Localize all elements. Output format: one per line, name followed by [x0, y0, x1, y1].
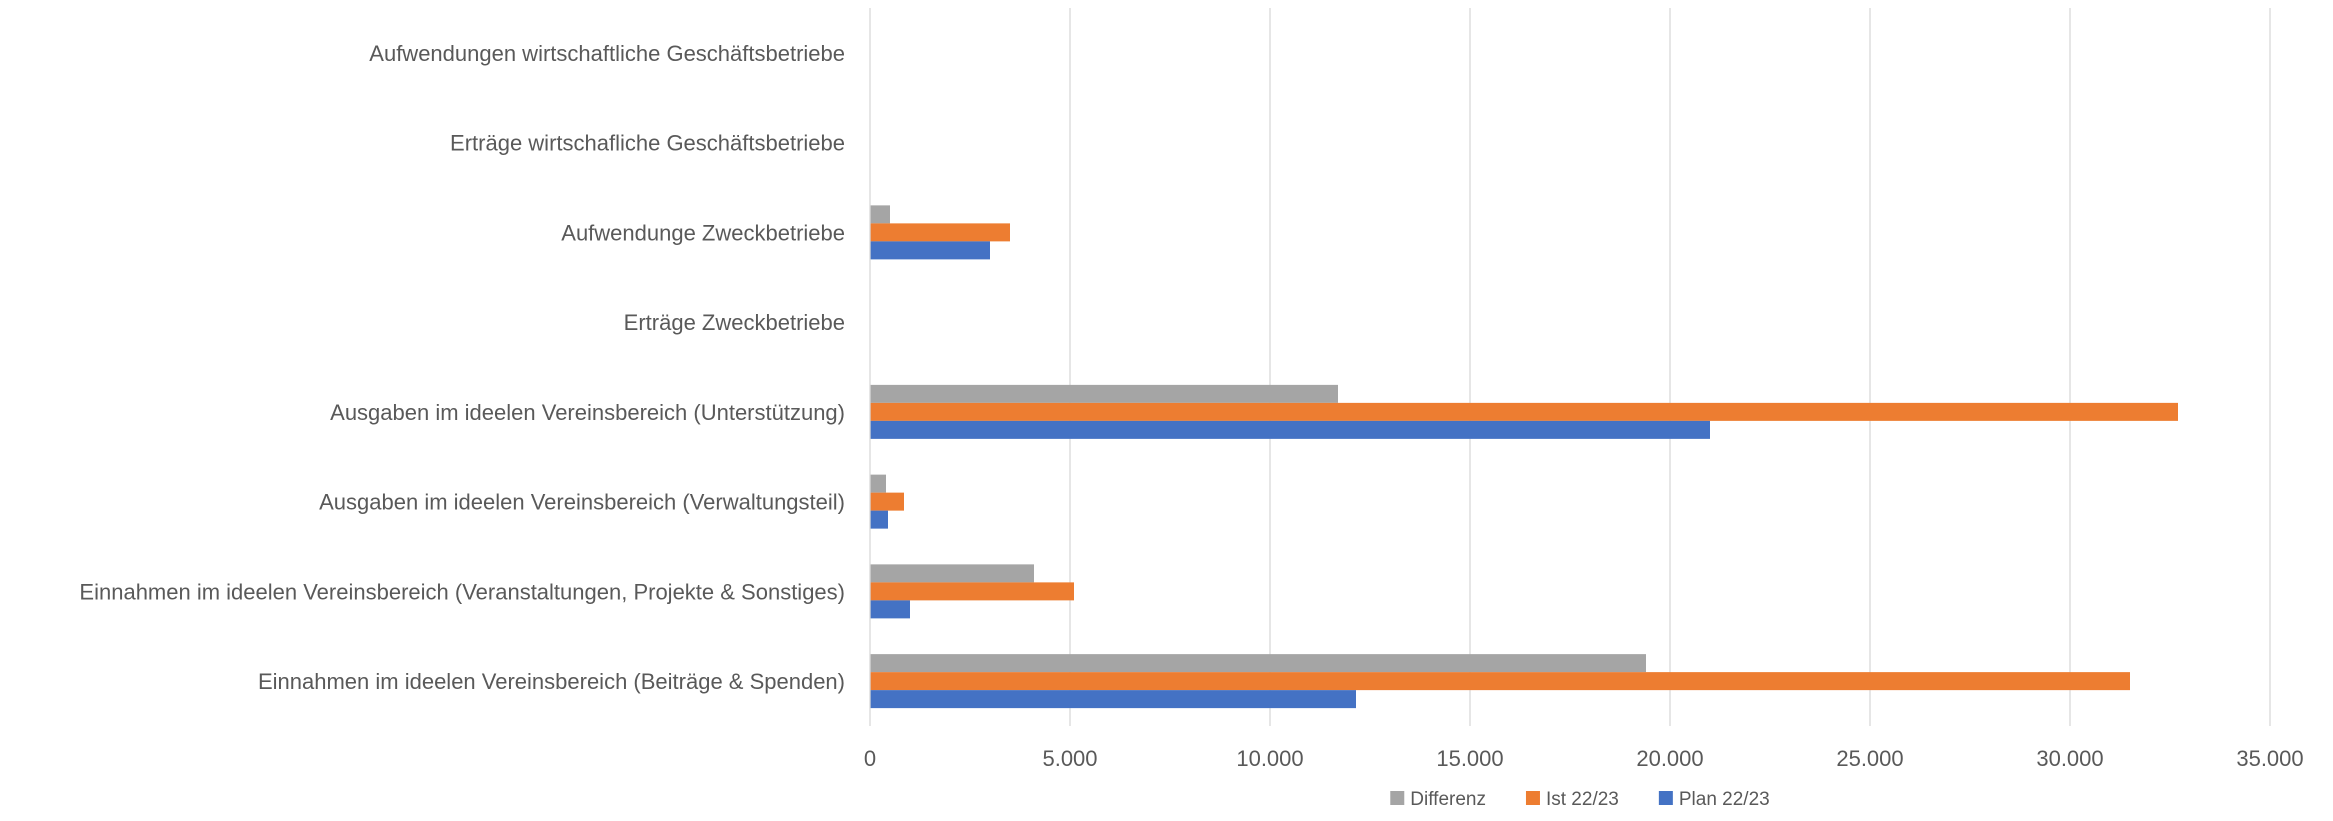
- category-label: Einnahmen im ideelen Vereinsbereich (Ver…: [79, 579, 845, 604]
- bar-differenz-7: [870, 654, 1646, 673]
- bar-ist-22-23-6: [870, 582, 1074, 601]
- bar-plan-22-23-5: [870, 510, 888, 529]
- bar-ist-22-23-4: [870, 402, 2178, 421]
- x-tick-label: 15.000: [1436, 746, 1503, 771]
- bar-ist-22-23-2: [870, 223, 1010, 242]
- bar-plan-22-23-4: [870, 420, 1710, 439]
- bar-differenz-2: [870, 205, 890, 224]
- legend-swatch-differenz: [1390, 791, 1405, 805]
- legend-swatch-ist-22-23: [1525, 791, 1540, 805]
- legend-swatch-plan-22-23: [1658, 791, 1673, 805]
- category-label: Ausgaben im ideelen Vereinsbereich (Verw…: [319, 490, 845, 515]
- category-label: Einnahmen im ideelen Vereinsbereich (Bei…: [258, 669, 845, 694]
- category-label: Erträge Zweckbetriebe: [624, 310, 845, 335]
- legend-label-plan-22-23[interactable]: Plan 22/23: [1679, 789, 1770, 810]
- x-tick-label: 5.000: [1042, 746, 1097, 771]
- category-label: Erträge wirtschafliche Geschäftsbetriebe: [450, 131, 845, 156]
- x-tick-label: 20.000: [1636, 746, 1703, 771]
- bar-ist-22-23-7: [870, 672, 2130, 691]
- x-tick-label: 30.000: [2036, 746, 2103, 771]
- x-tick-label: 10.000: [1236, 746, 1303, 771]
- tick-labels: 0 5.000 10.000 15.000 20.000 25.000 30.000 35.0…: [864, 746, 2304, 771]
- bar-plan-22-23-6: [870, 600, 910, 619]
- bar-differenz-5: [870, 474, 886, 493]
- x-tick-label: 25.000: [1836, 746, 1903, 771]
- x-tick-label: 0: [864, 746, 876, 771]
- bars: [870, 205, 2178, 709]
- gridlines: [1069, 8, 2271, 726]
- category-label: Ausgaben im ideelen Vereinsbereich (Unte…: [330, 400, 845, 425]
- x-tick-label: 35.000: [2236, 746, 2303, 771]
- bar-plan-22-23-2: [870, 241, 990, 260]
- category-label: Aufwendunge Zweckbetriebe: [561, 220, 845, 245]
- bar-differenz-6: [870, 564, 1034, 583]
- category-labels: Aufwendungen wirtschaftliche Geschäftsbe…: [79, 41, 845, 694]
- bar-ist-22-23-5: [870, 492, 904, 511]
- legend-label-ist-22-23[interactable]: Ist 22/23: [1546, 789, 1619, 810]
- bar-plan-22-23-7: [870, 690, 1356, 709]
- category-label: Aufwendungen wirtschaftliche Geschäftsbe…: [369, 41, 845, 66]
- bar-differenz-4: [870, 384, 1338, 403]
- legend[interactable]: Differenz Ist 22/23 Plan 22/23: [1390, 789, 1770, 810]
- legend-label-differenz[interactable]: Differenz: [1410, 789, 1486, 810]
